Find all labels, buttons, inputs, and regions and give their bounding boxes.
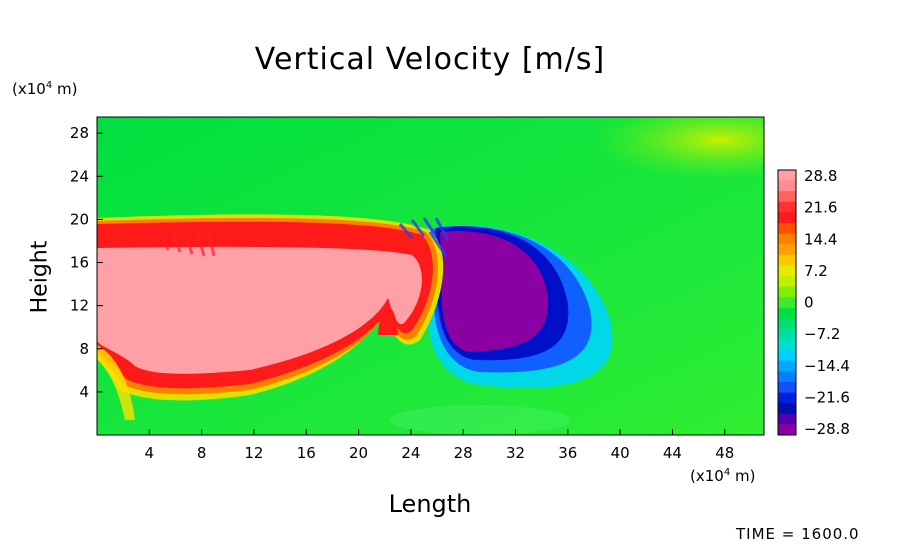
- colorbar-tick-label: −28.8: [804, 420, 850, 438]
- colorbar-swatch: [778, 350, 796, 362]
- x-axis-label: Length: [388, 490, 472, 518]
- colorbar-swatch: [778, 223, 796, 235]
- colorbar-swatch: [778, 180, 796, 192]
- x-tick-label: 8: [197, 444, 207, 462]
- colorbar-tick-label: −14.4: [804, 357, 850, 375]
- downdraft-core: [440, 230, 549, 352]
- colorbar-swatch: [778, 329, 796, 341]
- x-tick-label: 24: [401, 444, 420, 462]
- colorbar-swatch: [778, 191, 796, 203]
- colorbar-swatch: [778, 318, 796, 330]
- colorbar-tick-label: 21.6: [804, 199, 837, 217]
- x-tick-label: 36: [558, 444, 577, 462]
- colorbar-swatch: [778, 201, 796, 213]
- colorbar-swatch: [778, 265, 796, 277]
- x-tick-label: 4: [145, 444, 155, 462]
- colorbar-swatch: [778, 276, 796, 288]
- x-tick-label: 28: [454, 444, 473, 462]
- plot-frame: [96, 116, 765, 436]
- heatmap-field: [97, 117, 764, 435]
- secondary-updraft: [378, 306, 398, 335]
- weak-updraft-upper-right: [590, 117, 764, 180]
- x-axis-ticks: 4 8 12 16 20 24 28 32 36 40 44 48: [145, 429, 734, 462]
- y-tick-label: 4: [79, 383, 89, 401]
- x-tick-label: 32: [506, 444, 525, 462]
- colorbar-swatch: [778, 413, 796, 425]
- x-tick-label: 48: [715, 444, 734, 462]
- colorbar-swatch: [778, 254, 796, 266]
- y-tick-label: 24: [70, 167, 89, 185]
- colorbar-tick-label: −7.2: [804, 325, 840, 343]
- updraft-core: [97, 246, 422, 374]
- y-axis-unit: (x104 m): [12, 80, 78, 98]
- y-tick-label: 28: [70, 124, 89, 142]
- colorbar: [777, 169, 797, 436]
- y-tick-label: 16: [70, 254, 89, 272]
- chart-title: Vertical Velocity [m/s]: [254, 42, 606, 77]
- x-tick-label: 16: [297, 444, 316, 462]
- y-axis-ticks: 4 8 12 16 20 24 28: [70, 124, 103, 401]
- colorbar-tick-label: 7.2: [804, 262, 828, 280]
- colorbar-swatch: [778, 339, 796, 351]
- colorbar-swatch: [778, 371, 796, 383]
- x-tick-label: 12: [244, 444, 263, 462]
- colorbar-swatch: [778, 424, 796, 436]
- weak-lower-band: [390, 405, 570, 435]
- colorbar-tick-label: −21.6: [804, 388, 850, 406]
- colorbar-ticks: 28.8 21.6 14.4 7.2 0 −7.2 −14.4 −21.6 −28.8: [804, 167, 850, 438]
- x-tick-label: 44: [663, 444, 682, 462]
- x-tick-label: 20: [349, 444, 368, 462]
- colorbar-swatch: [778, 244, 796, 256]
- colorbar-swatch: [778, 233, 796, 245]
- y-tick-label: 12: [70, 297, 89, 315]
- x-axis-unit: (x104 m): [690, 467, 756, 485]
- colorbar-swatch: [778, 382, 796, 394]
- colorbar-swatch: [778, 297, 796, 309]
- colorbar-swatch: [778, 307, 796, 319]
- colorbar-tick-label: 14.4: [804, 230, 837, 248]
- colorbar-swatch: [778, 403, 796, 415]
- colorbar-swatch: [778, 360, 796, 372]
- wave-ripples: [158, 227, 216, 257]
- colorbar-tick-label: 0: [804, 294, 814, 312]
- colorbar-swatch: [778, 286, 796, 298]
- x-tick-label: 40: [611, 444, 630, 462]
- colorbar-swatch: [778, 392, 796, 404]
- time-label: TIME = 1600.0: [736, 525, 860, 543]
- y-tick-label: 8: [79, 340, 89, 358]
- gravity-wave-ripples: [398, 217, 450, 257]
- colorbar-tick-label: 28.8: [804, 167, 837, 185]
- colorbar-swatch: [778, 212, 796, 224]
- colorbar-swatch: [778, 170, 796, 182]
- colorbar-frame: [777, 169, 797, 436]
- y-tick-label: 20: [70, 210, 89, 228]
- lower-left-ripples: [97, 345, 135, 420]
